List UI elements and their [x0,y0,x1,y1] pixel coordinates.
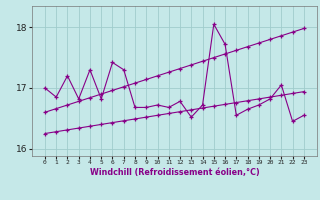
X-axis label: Windchill (Refroidissement éolien,°C): Windchill (Refroidissement éolien,°C) [90,168,259,177]
